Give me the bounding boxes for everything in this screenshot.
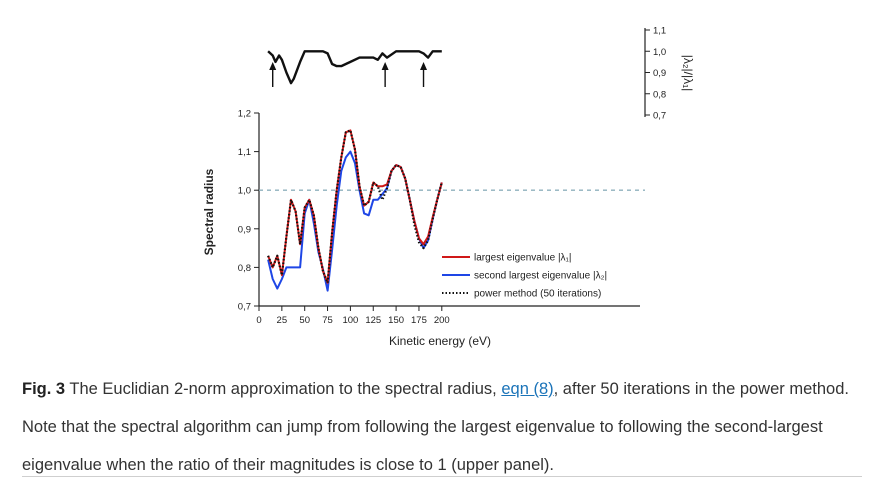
lower-x-tick-label: 125 [365, 315, 381, 326]
figure-chart: 0,7 0,8 0,9 1,0 1,1 |λ₂|/|λ₁| 0,7 0,8 0,9 1,0 1,… [202, 26, 695, 349]
series-line-1 [267, 150, 443, 292]
lower-y-axis-label: Spectral radius [202, 168, 216, 255]
arrowhead-icon [420, 62, 428, 70]
arrowhead-icon [381, 62, 389, 70]
lower-x-tick-label: 0 [256, 315, 261, 326]
lower-y-tick-label: 0,7 [238, 302, 251, 313]
upper-tick-label: 0,8 [653, 89, 666, 100]
lower-x-ticks: 0 25 50 75 100 125 150 175 200 [256, 306, 450, 326]
caption-text-start: The Euclidian 2-norm approximation to th… [65, 380, 502, 398]
lower-x-tick-label: 175 [411, 315, 427, 326]
lower-x-tick-label: 100 [342, 315, 358, 326]
upper-panel: 0,7 0,8 0,9 1,0 1,1 |λ₂|/|λ₁| [267, 26, 695, 122]
upper-tick-label: 0,7 [653, 111, 666, 122]
lower-series-group [267, 129, 443, 292]
legend-label-0: largest eigenvalue |λ₁| [474, 253, 572, 264]
upper-tick-label: 0,9 [653, 68, 666, 79]
lower-x-tick-label: 25 [277, 315, 288, 326]
legend-label-2: power method (50 iterations) [474, 289, 601, 300]
upper-ratio-line [267, 50, 442, 85]
upper-ticks: 0,7 0,8 0,9 1,0 1,1 [645, 26, 666, 122]
lower-y-tick-label: 1,0 [238, 186, 251, 197]
lower-x-axis-label: Kinetic energy (eV) [389, 334, 491, 348]
upper-y-axis-label: |λ₂|/|λ₁| [681, 55, 695, 92]
upper-tick-label: 1,0 [653, 47, 666, 58]
lower-panel: 0,7 0,8 0,9 1,0 1,1 1,2 0 25 50 75 100 125 150 175 20… [202, 109, 645, 348]
equation-link[interactable]: eqn (8) [501, 380, 554, 398]
lower-x-tick-label: 200 [434, 315, 450, 326]
lower-y-ticks: 0,7 0,8 0,9 1,0 1,1 1,2 [238, 109, 259, 313]
legend-label-1: second largest eigenvalue |λ₂| [474, 271, 607, 282]
figure-caption: Fig. 3 The Euclidian 2-norm approximatio… [22, 370, 862, 484]
upper-arrows [269, 62, 428, 87]
caption-text-end: , after 50 iterations in the power metho… [22, 380, 849, 474]
lower-y-tick-label: 1,1 [238, 147, 251, 158]
upper-tick-label: 1,1 [653, 26, 666, 37]
legend: largest eigenvalue |λ₁| second largest ei… [442, 253, 607, 300]
lower-x-tick-label: 75 [322, 315, 333, 326]
caption-divider [22, 476, 862, 477]
lower-y-tick-label: 0,9 [238, 224, 251, 235]
lower-x-tick-label: 150 [388, 315, 404, 326]
arrowhead-icon [269, 62, 277, 70]
figure-label: Fig. 3 [22, 380, 66, 398]
lower-x-tick-label: 50 [299, 315, 310, 326]
lower-y-tick-label: 0,8 [238, 263, 251, 274]
lower-y-tick-label: 1,2 [238, 109, 251, 120]
series-line-2 [267, 129, 443, 284]
